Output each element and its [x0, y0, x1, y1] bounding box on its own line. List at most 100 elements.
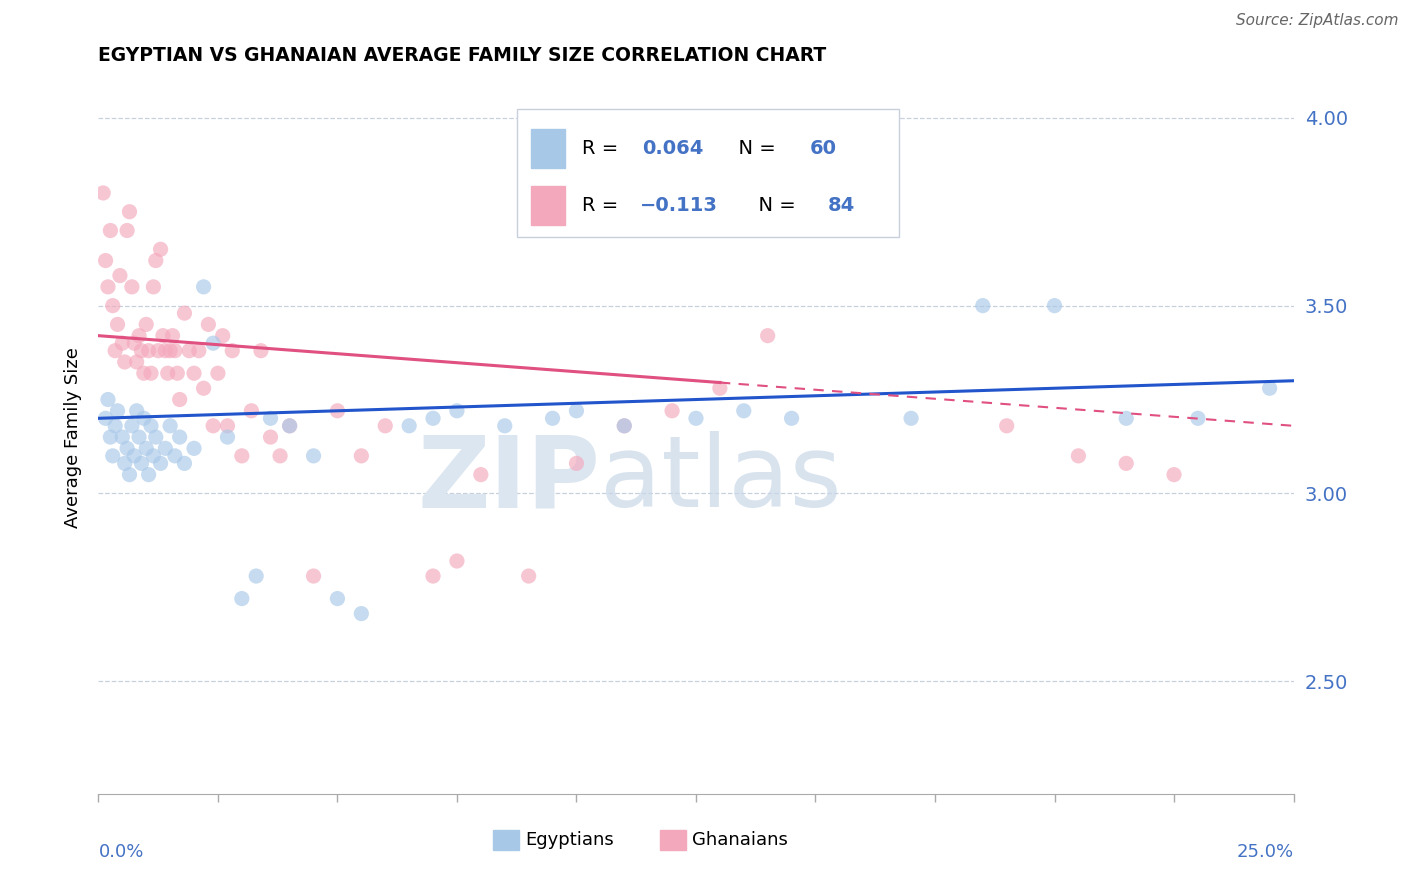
Point	[613, 418, 636, 433]
Point	[202, 418, 225, 433]
Point	[259, 430, 281, 444]
Point	[1043, 299, 1066, 313]
Point	[115, 442, 138, 456]
Point	[104, 343, 127, 358]
FancyBboxPatch shape	[517, 109, 900, 237]
Point	[179, 343, 201, 358]
Point	[780, 411, 803, 425]
Point	[422, 569, 444, 583]
Point	[250, 343, 273, 358]
Text: −0.113: −0.113	[640, 195, 717, 215]
Point	[231, 449, 253, 463]
Point	[187, 343, 209, 358]
Point	[756, 328, 779, 343]
Text: R =: R =	[582, 138, 624, 158]
Point	[149, 456, 172, 470]
Point	[166, 366, 188, 380]
Point	[240, 404, 263, 418]
Point	[125, 355, 148, 369]
Point	[118, 204, 141, 219]
Point	[565, 456, 588, 470]
Point	[1115, 456, 1137, 470]
Point	[541, 411, 564, 425]
Point	[108, 268, 131, 283]
Point	[118, 467, 141, 482]
Point	[193, 280, 215, 294]
Point	[259, 411, 281, 425]
Point	[231, 591, 253, 606]
Point	[145, 253, 167, 268]
Point	[155, 442, 177, 456]
Point	[302, 569, 325, 583]
Point	[138, 343, 160, 358]
Point	[217, 430, 239, 444]
Point	[121, 418, 143, 433]
Point	[149, 242, 172, 256]
Point	[278, 418, 301, 433]
Point	[972, 299, 994, 313]
Point	[709, 381, 731, 395]
Text: N =: N =	[747, 195, 803, 215]
Point	[207, 366, 229, 380]
Point	[101, 449, 124, 463]
Point	[422, 411, 444, 425]
Text: atlas: atlas	[600, 432, 842, 528]
Point	[107, 318, 129, 332]
Point	[326, 404, 349, 418]
Point	[142, 449, 165, 463]
Point	[350, 449, 373, 463]
Point	[159, 343, 181, 358]
Point	[155, 343, 177, 358]
Point	[169, 430, 191, 444]
Point	[613, 418, 636, 433]
Point	[217, 418, 239, 433]
Point	[131, 343, 153, 358]
Point	[398, 418, 420, 433]
Point	[114, 456, 136, 470]
Point	[470, 467, 492, 482]
Point	[661, 404, 683, 418]
Point	[374, 418, 396, 433]
Point	[97, 392, 120, 407]
Point	[326, 591, 349, 606]
Point	[101, 299, 124, 313]
Point	[183, 442, 205, 456]
Text: R =: R =	[582, 195, 624, 215]
Point	[269, 449, 291, 463]
Point	[1067, 449, 1090, 463]
Text: 60: 60	[810, 138, 837, 158]
Point	[104, 418, 127, 433]
Y-axis label: Average Family Size: Average Family Size	[63, 347, 82, 527]
Point	[94, 411, 117, 425]
Point	[125, 404, 148, 418]
Point	[156, 366, 179, 380]
Point	[152, 328, 174, 343]
Text: N =: N =	[725, 138, 782, 158]
Point	[193, 381, 215, 395]
Bar	[494, 830, 519, 849]
Point	[142, 280, 165, 294]
Point	[131, 456, 153, 470]
Point	[138, 467, 160, 482]
Point	[173, 306, 195, 320]
Point	[169, 392, 191, 407]
Point	[128, 430, 150, 444]
Point	[121, 280, 143, 294]
Point	[163, 449, 186, 463]
Text: Egyptians: Egyptians	[524, 830, 614, 848]
Point	[446, 554, 468, 568]
Point	[94, 253, 117, 268]
Text: Source: ZipAtlas.com: Source: ZipAtlas.com	[1236, 13, 1399, 29]
Point	[91, 186, 114, 200]
Point	[124, 336, 146, 351]
Point	[1163, 467, 1185, 482]
Text: 0.0%: 0.0%	[98, 843, 143, 861]
Point	[245, 569, 267, 583]
Point	[139, 366, 162, 380]
Point	[517, 569, 540, 583]
Point	[173, 456, 195, 470]
Bar	[661, 830, 686, 849]
Point	[278, 418, 301, 433]
Point	[107, 404, 129, 418]
Bar	[531, 128, 565, 168]
